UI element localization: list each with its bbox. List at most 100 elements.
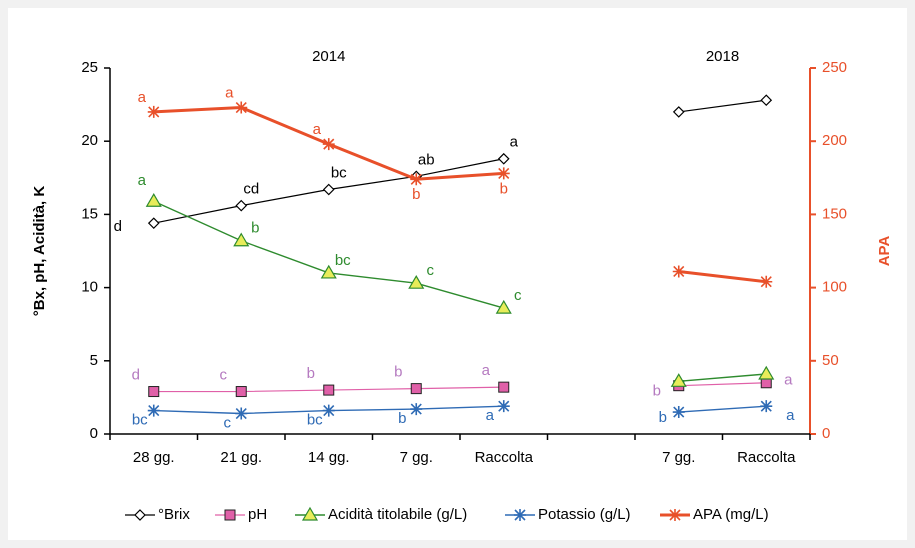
series-line xyxy=(678,405,767,413)
point xyxy=(148,386,160,398)
y2-tick-label: 100 xyxy=(822,279,847,296)
point xyxy=(760,400,773,413)
point-label: b xyxy=(307,365,315,382)
legend-marker xyxy=(134,509,146,521)
point-label: b xyxy=(659,409,667,426)
point-label: b xyxy=(500,180,508,197)
point-label: b xyxy=(251,220,259,237)
point-label: ab xyxy=(418,151,435,168)
legend-label: pH xyxy=(248,506,267,523)
legend-marker xyxy=(224,509,236,521)
legend-label: °Brix xyxy=(158,506,190,523)
series-line xyxy=(678,99,767,113)
group-label: 2014 xyxy=(312,48,345,65)
point xyxy=(147,105,160,118)
point xyxy=(235,386,247,398)
point-label: b xyxy=(398,410,406,427)
point xyxy=(410,403,423,416)
legend-label: Potassio (g/L) xyxy=(538,506,631,523)
point-label: c xyxy=(427,262,435,279)
point xyxy=(323,384,335,396)
x-tick-label: 7 gg. xyxy=(662,449,695,466)
y2-tick-label: 150 xyxy=(822,205,847,222)
point-label: a xyxy=(786,407,795,424)
y2-tick-label: 250 xyxy=(822,59,847,76)
point xyxy=(495,299,512,314)
point-label: a xyxy=(313,121,322,138)
point xyxy=(410,173,423,186)
point-label: b xyxy=(412,186,420,203)
point xyxy=(760,275,773,288)
point-label: bc xyxy=(307,412,323,429)
point xyxy=(320,264,337,279)
series-line xyxy=(678,382,767,387)
x-tick-label: Raccolta xyxy=(737,449,796,466)
point xyxy=(670,373,687,387)
point xyxy=(322,138,335,151)
point xyxy=(672,265,685,278)
series-line xyxy=(678,373,767,382)
point-label: a xyxy=(138,89,147,106)
y2-tick-label: 200 xyxy=(822,132,847,149)
point xyxy=(497,400,510,413)
legend-label: Acidità titolabile (g/L) xyxy=(328,506,467,523)
y2-tick-label: 0 xyxy=(822,425,830,442)
point-label: a xyxy=(784,372,793,389)
point-label: b xyxy=(653,383,661,400)
point-label: bc xyxy=(331,164,347,181)
point xyxy=(672,406,685,419)
point xyxy=(672,106,685,118)
point xyxy=(758,365,775,380)
point xyxy=(235,101,248,114)
point xyxy=(760,94,773,107)
series-line xyxy=(678,270,767,284)
point xyxy=(498,381,510,393)
point-label: a xyxy=(225,84,234,101)
point-label: c xyxy=(220,367,228,384)
legend-marker xyxy=(301,506,319,521)
point xyxy=(322,183,335,196)
legend-marker xyxy=(514,509,526,521)
point-label: d xyxy=(132,367,140,384)
point xyxy=(497,152,510,165)
panel xyxy=(8,8,907,540)
point xyxy=(147,217,160,230)
y-tick-label: 15 xyxy=(81,205,98,222)
point xyxy=(235,199,248,212)
point-label: a xyxy=(510,134,519,151)
y-tick-label: 0 xyxy=(90,425,98,442)
point-label: b xyxy=(394,364,402,381)
point xyxy=(497,167,510,180)
group-label: 2018 xyxy=(706,48,739,65)
point xyxy=(410,383,422,395)
point xyxy=(145,193,162,207)
point xyxy=(147,404,160,417)
point xyxy=(233,232,250,247)
x-tick-label: Raccolta xyxy=(475,449,534,466)
point-label: a xyxy=(138,172,147,189)
point xyxy=(408,275,425,289)
point-label: bc xyxy=(335,252,351,269)
point-label: a xyxy=(482,362,491,379)
y-tick-label: 10 xyxy=(81,279,98,296)
point xyxy=(322,404,335,417)
x-tick-label: 28 gg. xyxy=(133,449,175,466)
point-label: c xyxy=(224,414,232,431)
point-label: c xyxy=(514,287,522,304)
y-axis-label: °Bx, pH, Acidità, K xyxy=(31,186,48,317)
y2-axis-label: APA xyxy=(876,236,893,267)
x-tick-label: 21 gg. xyxy=(220,449,262,466)
legend-marker xyxy=(669,509,681,521)
point-label: a xyxy=(486,407,495,424)
point-label: bc xyxy=(132,412,148,429)
point-label: d xyxy=(114,218,122,235)
y2-tick-label: 50 xyxy=(822,352,839,369)
point xyxy=(235,407,248,420)
point-label: cd xyxy=(243,181,259,198)
y-tick-label: 5 xyxy=(90,352,98,369)
y-tick-label: 20 xyxy=(81,132,98,149)
x-tick-label: 7 gg. xyxy=(400,449,433,466)
legend-label: APA (mg/L) xyxy=(693,506,769,523)
y-tick-label: 25 xyxy=(81,59,98,76)
